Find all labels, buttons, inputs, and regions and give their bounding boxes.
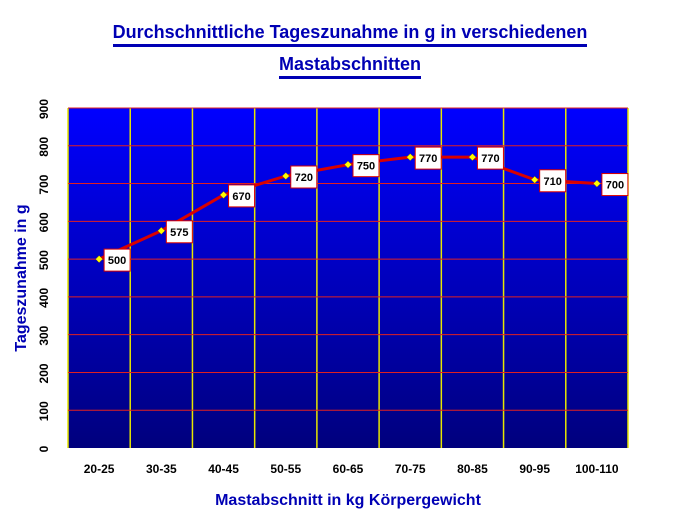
data-label: 575 bbox=[170, 227, 188, 239]
data-label-box bbox=[352, 154, 380, 178]
data-label-box bbox=[601, 173, 629, 197]
data-label: 670 bbox=[232, 191, 250, 203]
plot-area bbox=[68, 108, 628, 448]
series-line-group bbox=[95, 153, 601, 263]
data-label: 500 bbox=[108, 255, 126, 267]
y-tick-label: 100 bbox=[37, 401, 51, 421]
data-point-marker bbox=[593, 179, 601, 188]
data-point-marker bbox=[95, 255, 103, 263]
data-label: 720 bbox=[295, 172, 313, 184]
chart-title-line-1: Durchschnittliche Tageszunahme in g in v… bbox=[0, 22, 700, 47]
x-tick-label: 60-65 bbox=[333, 462, 364, 476]
x-tick-label: 80-85 bbox=[457, 462, 488, 476]
data-label-box bbox=[476, 146, 504, 170]
data-point-marker bbox=[219, 191, 228, 199]
x-tick-label: 90-95 bbox=[519, 462, 550, 476]
x-axis-ticks: 20-25 30-35 40-45 50-55 60-65 70-75 80-85 90-95… bbox=[84, 462, 619, 476]
y-tick-label: 300 bbox=[37, 325, 51, 345]
x-tick-label: 70-75 bbox=[395, 462, 426, 476]
data-point-marker bbox=[530, 175, 539, 184]
y-axis-ticks: 0 100 200 300 400 500 600 700 800 900 bbox=[37, 99, 51, 453]
y-tick-label: 800 bbox=[37, 136, 51, 156]
data-label-box bbox=[228, 184, 256, 208]
x-tick-label: 30-35 bbox=[146, 462, 177, 476]
x-axis-label: Mastabschnitt in kg Körpergewicht bbox=[215, 492, 481, 509]
data-point-marker bbox=[406, 153, 415, 161]
x-tick-label: 50-55 bbox=[270, 462, 301, 476]
data-label-box bbox=[165, 220, 193, 244]
data-point-marker bbox=[157, 226, 166, 235]
data-label: 750 bbox=[357, 161, 375, 173]
x-tick-label: 100-110 bbox=[575, 462, 619, 476]
y-tick-label: 500 bbox=[37, 250, 51, 270]
x-tick-label: 20-25 bbox=[84, 462, 115, 476]
data-label-box bbox=[414, 146, 442, 170]
y-tick-label: 0 bbox=[37, 445, 51, 452]
data-point-marker bbox=[344, 160, 352, 169]
data-labels-group: 500 575 670 720 750 770 770 710 700 bbox=[103, 146, 629, 272]
data-point-marker bbox=[281, 172, 290, 180]
data-label: 710 bbox=[543, 176, 561, 188]
chart-title-text-2: Mastabschnitten bbox=[278, 54, 422, 79]
chart-title-text-1: Durchschnittliche Tageszunahme in g in v… bbox=[112, 22, 588, 47]
y-tick-label: 900 bbox=[37, 99, 51, 119]
data-label: 770 bbox=[481, 153, 499, 165]
data-label-box bbox=[539, 169, 567, 193]
y-tick-label: 400 bbox=[37, 288, 51, 308]
data-label: 700 bbox=[606, 180, 624, 192]
y-tick-label: 600 bbox=[37, 212, 51, 232]
y-tick-label: 200 bbox=[37, 363, 51, 383]
x-tick-label: 40-45 bbox=[208, 462, 239, 476]
data-label: 770 bbox=[419, 153, 437, 165]
chart-title-line-2: Mastabschnitten bbox=[0, 54, 700, 79]
data-label-box bbox=[103, 248, 131, 272]
data-point-marker bbox=[468, 153, 477, 161]
y-axis-label: Tageszunahme in g bbox=[13, 204, 30, 351]
data-label-box bbox=[290, 165, 318, 189]
horizontal-gridlines bbox=[68, 107, 628, 411]
y-tick-label: 700 bbox=[37, 174, 51, 194]
